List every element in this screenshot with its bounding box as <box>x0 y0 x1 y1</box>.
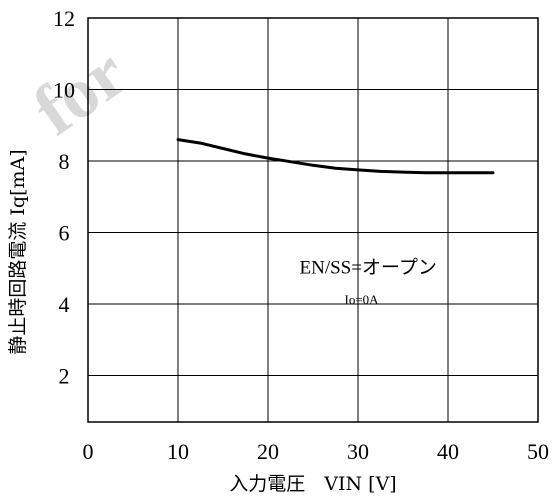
x-tick-label: 50 <box>527 439 549 464</box>
x-tick-label: 10 <box>167 439 189 464</box>
tick-labels: 0 10 20 30 40 50 2 4 6 8 10 12 <box>53 6 549 464</box>
y-tick-label: 10 <box>53 78 75 103</box>
annotation-label: EN/SS=オープン <box>300 257 437 279</box>
y-tick-label: 12 <box>53 6 75 31</box>
y-tick-label: 4 <box>59 292 70 317</box>
annotations: EN/SS=オープン Io=0A <box>300 257 437 307</box>
x-tick-label: 20 <box>257 439 279 464</box>
annotation-label: Io=0A <box>345 292 380 307</box>
y-tick-label: 6 <box>59 221 70 246</box>
y-tick-label: 8 <box>59 149 70 174</box>
plot-frame <box>87 17 539 423</box>
x-axis-label: 入力電圧 VIN [V] <box>229 473 396 495</box>
y-axis-label: 静止時回路電流 Iq[mA] <box>7 149 29 354</box>
y-tick-label: 2 <box>59 364 70 389</box>
series-group <box>176 138 495 175</box>
series-line <box>176 138 495 175</box>
x-tick-label: 0 <box>83 439 94 464</box>
x-tick-label: 40 <box>437 439 459 464</box>
x-tick-label: 30 <box>347 439 369 464</box>
grid <box>87 17 539 423</box>
watermark: for <box>19 32 140 150</box>
